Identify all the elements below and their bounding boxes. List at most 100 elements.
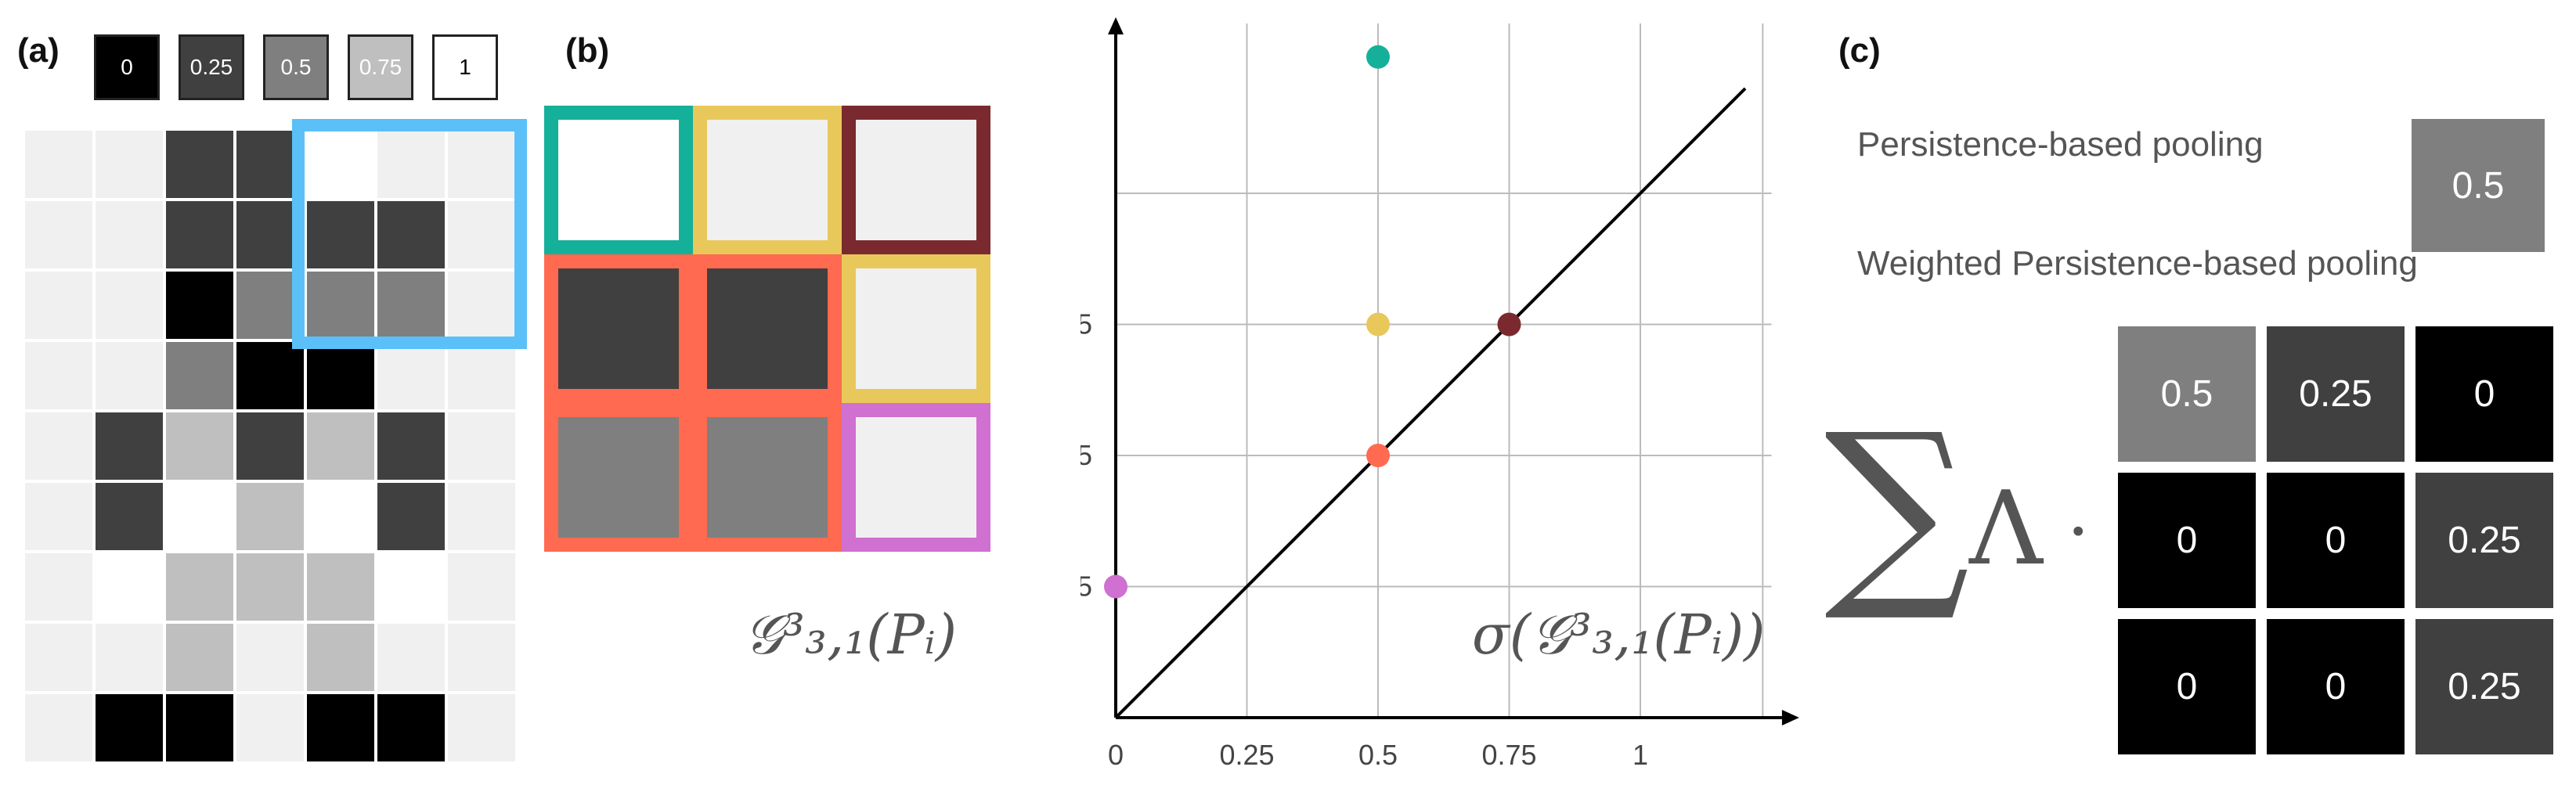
pixel-cell: [164, 622, 235, 693]
filtration-grid: [544, 106, 990, 552]
pixel-cell: [94, 693, 164, 763]
lambda-symbol: Λ: [1969, 469, 2043, 588]
x-tick-label: 1: [1633, 739, 1648, 771]
pixel-cell: [164, 552, 235, 622]
panel-c-label: (c): [1838, 31, 1881, 70]
weight-cell: 0: [2415, 326, 2553, 462]
pixel-cell: [94, 200, 164, 270]
x-tick-label: 0.25: [1219, 739, 1274, 771]
filtration-cell: [544, 254, 693, 403]
neighborhood-highlight: [292, 119, 527, 349]
panel-b-label: (b): [565, 31, 610, 70]
image-grid: [23, 129, 517, 763]
pixel-cell: [235, 552, 305, 622]
pixel-cell: [305, 340, 376, 411]
pixel-cell: [446, 340, 517, 411]
pixel-cell: [23, 200, 94, 270]
y-tick-label: 0.25: [1081, 571, 1092, 603]
diagonal-line: [1114, 87, 1747, 719]
weight-cell: 0.5: [2118, 326, 2256, 462]
legend-swatch: 1: [432, 34, 498, 100]
y-tick-label: 0.5: [1081, 439, 1092, 471]
pixel-cell: [94, 411, 164, 481]
legend-swatch: 0.75: [348, 34, 413, 100]
pixel-cell: [94, 129, 164, 200]
filtration-cell: [842, 106, 990, 254]
pixel-cell: [235, 411, 305, 481]
filtration-cell: [842, 254, 990, 403]
pixel-cell: [235, 693, 305, 763]
pixel-cell: [23, 129, 94, 200]
filtration-cell: [544, 403, 693, 552]
data-point: [1497, 312, 1521, 337]
pixel-cell: [376, 552, 446, 622]
legend-swatch: 0.5: [263, 34, 329, 100]
weight-cell: 0: [2267, 619, 2405, 754]
pixel-cell: [164, 270, 235, 340]
pooling-value: 0.5: [2412, 119, 2545, 252]
data-point: [1366, 45, 1390, 69]
pixel-cell: [305, 622, 376, 693]
pixel-cell: [23, 481, 94, 552]
filtration-cell: [693, 106, 842, 254]
weight-cell: 0.25: [2267, 326, 2405, 462]
pixel-cell: [446, 200, 517, 270]
pixel-cell: [305, 200, 376, 270]
pixel-cell: [376, 270, 446, 340]
sum-symbol: ∑: [1824, 391, 1970, 627]
pixel-cell: [376, 481, 446, 552]
pixel-cell: [305, 481, 376, 552]
data-point: [1366, 444, 1390, 467]
pixel-cell: [23, 411, 94, 481]
data-point: [1366, 312, 1390, 337]
legend-swatch: 0.25: [179, 34, 244, 100]
pixel-cell: [235, 622, 305, 693]
filtration-formula: 𝒢³₃,₁(Pᵢ): [744, 603, 958, 667]
pixel-cell: [446, 693, 517, 763]
pixel-cell: [235, 340, 305, 411]
weight-cell: 0: [2118, 619, 2256, 754]
weight-matrix: 0.5 0.25 0 0 0 0.25 0 0 0.25: [2114, 322, 2560, 761]
x-tick-label: 0.75: [1481, 739, 1536, 771]
pixel-cell: [446, 481, 517, 552]
pixel-cell: [446, 622, 517, 693]
persistence-chart: 0 0.25 0.5 0.75 1 0.25 0.5 0.75: [1081, 17, 1799, 771]
filtration-cell: [693, 403, 842, 552]
data-point: [1104, 574, 1127, 599]
chart-formula: σ(𝒢³₃,₁(Pᵢ)): [1472, 603, 1766, 667]
pixel-cell: [376, 200, 446, 270]
y-tick-label: 0.75: [1081, 308, 1092, 340]
pixel-cell: [23, 270, 94, 340]
x-axis-arrow: [1781, 710, 1799, 725]
weight-cell: 0: [2118, 473, 2256, 608]
pixel-cell: [23, 552, 94, 622]
x-tick-label: 0: [1108, 739, 1124, 771]
pixel-cell: [23, 340, 94, 411]
pixel-cell: [235, 481, 305, 552]
weight-cell: 0.25: [2415, 473, 2553, 608]
x-tick-label: 0.5: [1358, 739, 1398, 771]
pixel-cell: [164, 481, 235, 552]
pixel-cell: [305, 411, 376, 481]
pixel-cell: [94, 481, 164, 552]
pixel-cell: [164, 693, 235, 763]
filtration-cell: [842, 403, 990, 552]
pixel-cell: [376, 340, 446, 411]
pixel-cell: [164, 129, 235, 200]
pixel-cell: [94, 622, 164, 693]
pixel-cell: [164, 200, 235, 270]
pixel-cell: [376, 693, 446, 763]
pooling-caption: Persistence-based pooling: [1857, 125, 2264, 164]
pixel-cell: [164, 340, 235, 411]
legend-swatch: 0: [94, 34, 160, 100]
dot-symbol: ·: [2067, 491, 2090, 573]
pixel-cell: [446, 270, 517, 340]
pixel-cell: [23, 693, 94, 763]
pixel-cell: [446, 411, 517, 481]
pixel-cell: [446, 552, 517, 622]
pixel-cell: [376, 411, 446, 481]
panel-a-label: (a): [17, 31, 60, 70]
y-axis-arrow: [1108, 17, 1124, 34]
pixel-cell: [94, 552, 164, 622]
pixel-cell: [376, 622, 446, 693]
